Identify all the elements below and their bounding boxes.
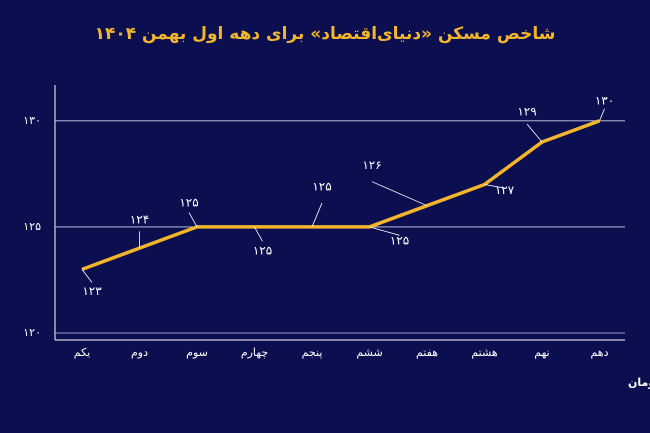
data-label: ۱۲۶ bbox=[362, 158, 381, 172]
x-tick-label: دهم bbox=[590, 346, 608, 359]
label-leader bbox=[526, 123, 543, 143]
label-leader bbox=[484, 184, 505, 189]
label-leader bbox=[254, 226, 263, 242]
data-label: ۱۳۰ bbox=[595, 93, 614, 107]
data-label: ۱۲۵ bbox=[312, 179, 331, 193]
y-tick-label: ۱۲۰ bbox=[23, 326, 41, 339]
data-label: ۱۲۵ bbox=[390, 233, 409, 247]
chart-title: شاخص مسکن «دنیای‌اقتصاد» برای دهه اول به… bbox=[95, 24, 556, 44]
label-leader bbox=[371, 181, 428, 207]
x-tick-label: پنجم bbox=[302, 346, 323, 359]
x-tick-label: دوم bbox=[131, 346, 148, 359]
label-leader bbox=[369, 226, 400, 236]
x-tick-label: ششم bbox=[356, 346, 382, 359]
x-tick-label: سوم bbox=[186, 346, 208, 359]
label-leader bbox=[599, 108, 605, 121]
data-label: ۱۲۷ bbox=[495, 183, 515, 197]
data-label: ۱۲۵ bbox=[253, 243, 272, 257]
label-leader bbox=[188, 212, 198, 228]
x-tick-label: هشتم bbox=[471, 346, 497, 359]
data-label: ۱۲۴ bbox=[130, 213, 149, 227]
x-tick-label: یکم bbox=[74, 346, 90, 359]
y-tick-label: ۱۲۵ bbox=[23, 220, 41, 233]
x-tick-label: نهم bbox=[534, 346, 549, 359]
data-label: ۱۲۹ bbox=[517, 105, 536, 119]
data-line bbox=[81, 119, 601, 271]
y-tick-label: ۱۳۰ bbox=[23, 114, 41, 127]
data-label: ۱۲۵ bbox=[179, 195, 198, 209]
label-leader bbox=[311, 202, 323, 228]
footnote: متوسط قیمت پیشنهادی فروشنده‌های مسکن در … bbox=[628, 376, 650, 389]
x-tick-label: هفتم bbox=[416, 346, 438, 359]
x-tick-label: چهارم bbox=[241, 346, 268, 359]
label-leader bbox=[81, 269, 93, 283]
data-label: ۱۲۳ bbox=[82, 284, 102, 298]
